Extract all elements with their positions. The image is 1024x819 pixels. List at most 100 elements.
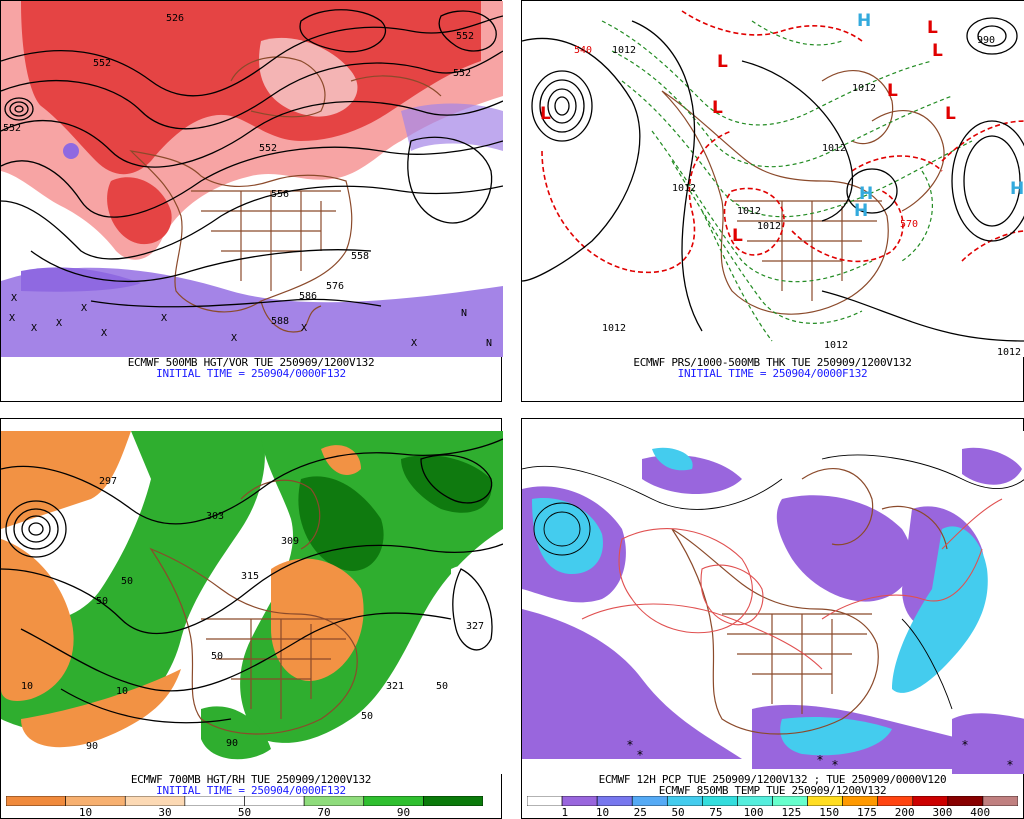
legend-tick-label: 300 [932,806,953,819]
svg-text:*: * [832,758,838,772]
svg-text:X: X [411,338,417,349]
initial-time-500mb: INITIAL TIME = 250904/0000F132 [156,367,346,380]
legend-tick-label: 30 [158,806,172,819]
svg-text:X: X [81,303,87,314]
svg-text:556: 556 [271,189,289,200]
svg-text:10: 10 [21,681,33,692]
svg-text:576: 576 [326,281,344,292]
legend-tick-label: 50 [237,806,252,819]
contour-labels: 540 1012 1012 1012 1012 1012 570 1012 10… [574,35,1021,357]
svg-text:990: 990 [977,35,995,46]
legend-tick-label: 50 [671,806,685,819]
legend-tick-label: 175 [856,806,877,819]
legend-tick-label: 400 [970,806,991,819]
legend-tick-label: 1 [561,806,569,819]
svg-text:552: 552 [259,143,277,154]
svg-text:X: X [101,328,107,339]
svg-text:570: 570 [900,219,918,230]
contour-labels: 297 303 309 315 321 327 50 50 50 50 90 9… [21,476,484,752]
svg-text:L: L [732,226,743,246]
svg-text:X: X [231,333,237,344]
legend-swatch [631,796,668,806]
pressure-centers: L L L L L L L L H H H H [540,11,1024,246]
svg-text:X: X [31,323,37,334]
legend-swatch [737,796,773,806]
temp-contours [581,498,1003,670]
caption-thickness: ECMWF PRS/1000-500MB THK TUE 250909/1200… [633,356,912,369]
svg-text:50: 50 [121,576,133,587]
svg-text:X: X [161,313,167,324]
svg-text:1012: 1012 [997,347,1021,357]
legend-tick-label: 25 [633,806,647,819]
legend-tick-label: 125 [781,806,802,819]
snow-symbols: * * * * * * [627,738,1013,772]
svg-text:586: 586 [299,291,317,302]
svg-text:1012: 1012 [602,323,626,334]
svg-text:*: * [962,738,968,752]
initial-time-thickness: INITIAL TIME = 250904/0000F132 [677,367,868,380]
svg-text:L: L [887,81,898,101]
geographic-borders [671,468,948,735]
map-precip: * * * * * * [522,431,1024,774]
caption-850temp: ECMWF 850MB TEMP TUE 250909/1200V132 [658,784,887,797]
caption-500mb: ECMWF 500MB HGT/VOR TUE 250909/1200V132 [127,356,375,369]
height-contours [1,9,503,308]
thickness-green-contours [601,20,973,342]
legend-swatch [303,796,365,806]
svg-text:1012: 1012 [822,143,846,154]
svg-text:X: X [11,293,17,304]
svg-text:N: N [486,338,492,349]
height-contours [1,438,503,724]
svg-text:1012: 1012 [852,83,876,94]
svg-text:X: X [56,318,62,329]
svg-text:H: H [1010,179,1024,199]
panel-thickness: L L L L L L L L H H H H 540 1012 1012 10… [521,0,1024,402]
legend-swatch [363,796,424,806]
svg-text:*: * [637,748,643,762]
svg-text:1012: 1012 [824,340,848,351]
legend-swatch [423,796,483,806]
legend-swatch [772,796,808,806]
rh-shading [1,431,503,760]
temp-contours-black [522,454,1024,710]
svg-text:327: 327 [466,621,484,632]
thickness-red-contours [541,10,1024,274]
legend-swatch [65,796,126,806]
svg-text:H: H [859,184,873,204]
svg-text:1012: 1012 [612,45,636,56]
legend-tick-label: 75 [709,806,723,819]
legend-swatch [184,796,245,806]
map-700mb: 297 303 309 315 321 327 50 50 50 50 90 9… [1,431,503,774]
svg-text:H: H [857,11,871,31]
legend-swatch [702,796,738,806]
legend-tick-label: 100 [743,806,764,819]
caption-precip: ECMWF 12H PCP TUE 250909/1200V132 ; TUE … [598,773,947,786]
svg-text:50: 50 [361,711,373,722]
svg-text:1012: 1012 [757,221,781,232]
svg-text:*: * [817,753,823,767]
svg-text:L: L [717,52,728,72]
panel-700mb-rh: 297 303 309 315 321 327 50 50 50 50 90 9… [0,418,503,819]
svg-text:552: 552 [456,31,474,42]
legend-tick-label: 10 [78,806,93,819]
legend-swatch [842,796,879,806]
svg-text:50: 50 [211,651,223,662]
legend-swatch [912,796,949,806]
svg-text:552: 552 [453,68,471,79]
legend-tick-label: 70 [317,806,331,819]
legend-swatch [527,796,563,806]
svg-text:90: 90 [226,738,238,749]
legend-tick-label: 90 [396,806,411,819]
svg-text:50: 50 [96,596,108,607]
svg-text:90: 90 [86,741,98,752]
svg-text:X: X [301,323,307,334]
precip-legend-bar [527,796,1018,806]
svg-text:526: 526 [166,13,184,24]
legend-swatch [124,796,186,806]
svg-text:10: 10 [116,686,128,697]
panel-precip-850temp: * * * * * * ECMWF 12H PCP TUE 250909/1200V13… [521,418,1024,819]
svg-text:588: 588 [271,316,289,327]
precip-legend: 1 10 25 50 75 100 125 150 175 200 300 400 [527,796,1018,818]
contour-labels: 526 552 552 552 552 552 556 558 576 586 … [3,13,474,327]
legend-swatch [561,796,598,806]
